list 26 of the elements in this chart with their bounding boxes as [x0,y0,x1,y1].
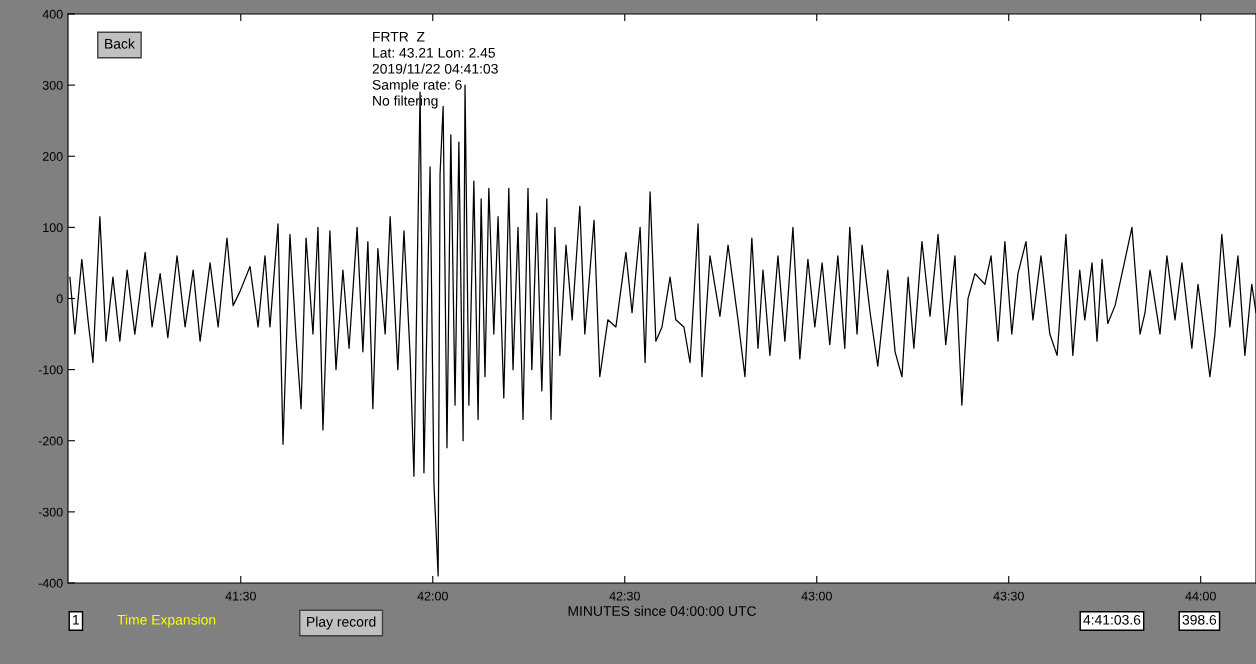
x-tick-label: 44:00 [1185,591,1216,601]
annotation: 2019/11/22 04:41:03 [372,63,498,74]
text: Play record [307,616,376,630]
annotation: Sample rate: 6 [372,79,462,93]
x-tick-label: 42:00 [417,591,448,601]
y-tick-label: -300 [38,507,63,517]
y-tick-label: -200 [38,436,63,446]
y-tick-label: 400 [42,9,63,19]
y-tick-label: 0 [56,294,63,304]
x-tick-label: 41:30 [225,591,256,601]
x-tick-label: 43:00 [801,591,832,601]
y-tick-label: -100 [38,365,63,375]
x-axis-title: MINUTES since 04:00:00 UTC [568,605,757,616]
annotation: Back [105,38,135,49]
y-tick-label: 300 [42,80,63,90]
text: 398.6 [1182,614,1217,625]
x-tick-label: 42:30 [609,591,640,601]
x-tick-label: 43:30 [993,591,1024,601]
y-tick-label: 200 [42,152,63,161]
text: Time Expansion [117,614,216,628]
text: 1 [73,615,80,625]
text: 4:41:03.6 [1083,614,1141,625]
y-tick-label: -400 [38,578,63,588]
y-tick-label: 100 [43,223,63,233]
annotation: FRTR Z [373,32,425,42]
annotation: Lat: 43.21 Lon: 2.45 [373,47,495,58]
